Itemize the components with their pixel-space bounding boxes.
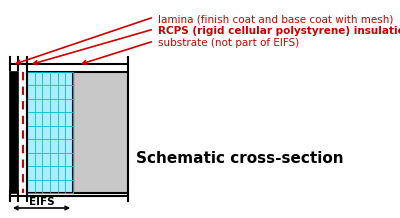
Bar — [10, 72, 18, 193]
Text: EIFS: EIFS — [29, 197, 54, 207]
Bar — [73, 72, 128, 193]
Bar — [27, 72, 73, 193]
Text: lamina (finish coat and base coat with mesh): lamina (finish coat and base coat with m… — [158, 14, 393, 24]
Bar — [27, 72, 73, 193]
Text: substrate (not part of EIFS): substrate (not part of EIFS) — [158, 38, 299, 48]
Text: RCPS (rigid cellular polystyrene) insulation: RCPS (rigid cellular polystyrene) insula… — [158, 26, 400, 36]
Text: Schematic cross-section: Schematic cross-section — [136, 150, 344, 165]
